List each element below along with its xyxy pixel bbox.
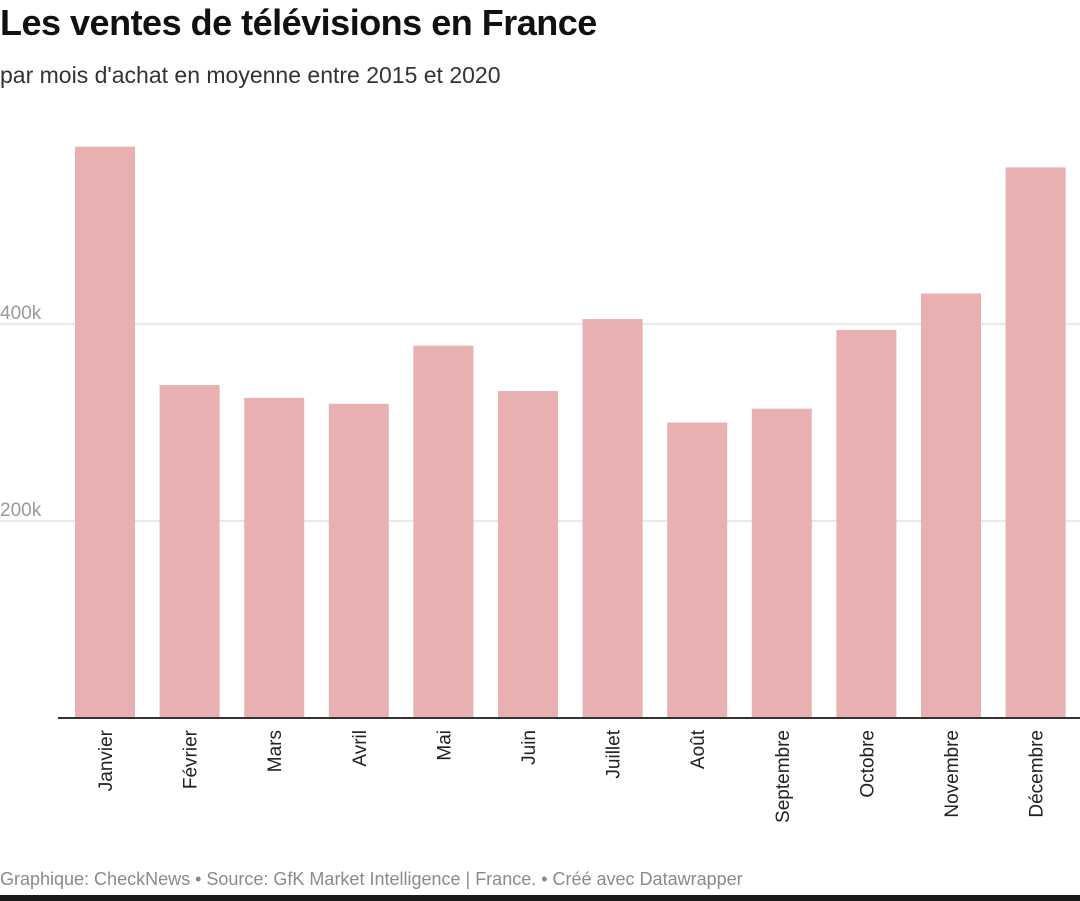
x-tick-label: Décembre bbox=[1027, 730, 1048, 818]
bar-décembre bbox=[1005, 167, 1066, 718]
y-tick-label: 200k bbox=[0, 500, 42, 521]
bar-mai bbox=[413, 345, 474, 718]
x-tick-label: Septembre bbox=[773, 730, 794, 823]
bar-chart: 200k 400k Janvier Février Mars Avril Mai Juin Ju… bbox=[0, 146, 1080, 823]
bar-février bbox=[159, 385, 220, 718]
bar-juin bbox=[498, 390, 558, 718]
bar-mars bbox=[244, 397, 305, 718]
bar-novembre bbox=[921, 293, 981, 718]
bar-avril bbox=[328, 403, 389, 718]
bottom-border bbox=[0, 895, 1080, 901]
x-tick-label: Juillet bbox=[604, 729, 625, 778]
x-tick-label: Février bbox=[181, 729, 202, 789]
x-tick-label: Août bbox=[688, 729, 709, 769]
x-tick-label: Mars bbox=[265, 730, 286, 772]
x-tick-label: Octobre bbox=[857, 730, 878, 798]
bar-janvier bbox=[75, 146, 135, 718]
x-tick-label: Juin bbox=[519, 730, 540, 765]
chart-title: Les ventes de télévisions en France bbox=[0, 2, 597, 43]
x-tick-label: Novembre bbox=[942, 730, 963, 818]
x-tick-label: Janvier bbox=[96, 729, 117, 791]
bar-juillet bbox=[582, 319, 643, 718]
x-tick-label: Mai bbox=[434, 730, 455, 761]
bar-octobre bbox=[836, 329, 897, 718]
bar-septembre bbox=[751, 408, 812, 718]
chart-subtitle: par mois d'achat en moyenne entre 2015 e… bbox=[0, 62, 501, 88]
bar-août bbox=[667, 422, 728, 718]
source-credit: Graphique: CheckNews • Source: GfK Marke… bbox=[0, 869, 743, 889]
y-tick-label: 400k bbox=[0, 303, 42, 324]
x-tick-label: Avril bbox=[350, 730, 371, 767]
